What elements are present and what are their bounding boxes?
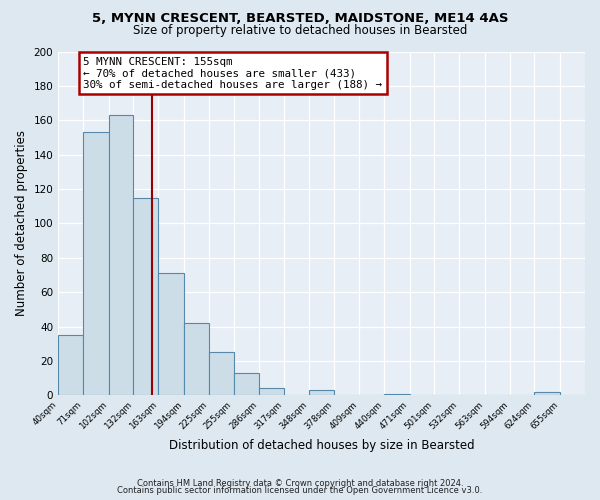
- Bar: [310, 390, 334, 396]
- Bar: [58, 335, 83, 396]
- Bar: [184, 323, 209, 396]
- X-axis label: Distribution of detached houses by size in Bearsted: Distribution of detached houses by size …: [169, 440, 475, 452]
- Text: Contains HM Land Registry data © Crown copyright and database right 2024.: Contains HM Land Registry data © Crown c…: [137, 478, 463, 488]
- Text: 5, MYNN CRESCENT, BEARSTED, MAIDSTONE, ME14 4AS: 5, MYNN CRESCENT, BEARSTED, MAIDSTONE, M…: [92, 12, 508, 24]
- Bar: [133, 198, 158, 396]
- Bar: [158, 273, 184, 396]
- Text: Contains public sector information licensed under the Open Government Licence v3: Contains public sector information licen…: [118, 486, 482, 495]
- Bar: [535, 392, 560, 396]
- Text: Size of property relative to detached houses in Bearsted: Size of property relative to detached ho…: [133, 24, 467, 37]
- Text: 5 MYNN CRESCENT: 155sqm
← 70% of detached houses are smaller (433)
30% of semi-d: 5 MYNN CRESCENT: 155sqm ← 70% of detache…: [83, 56, 382, 90]
- Bar: [83, 132, 109, 396]
- Bar: [385, 394, 410, 396]
- Bar: [109, 115, 133, 396]
- Bar: [259, 388, 284, 396]
- Y-axis label: Number of detached properties: Number of detached properties: [15, 130, 28, 316]
- Bar: [209, 352, 233, 396]
- Bar: [233, 373, 259, 396]
